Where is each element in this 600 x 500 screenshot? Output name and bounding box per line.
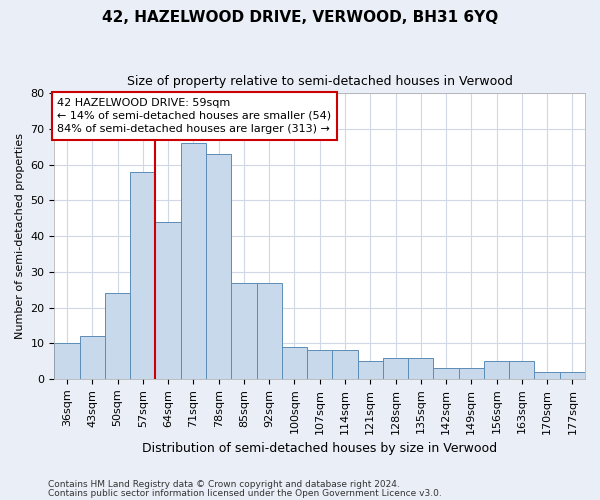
Bar [282,347,307,379]
Text: Contains HM Land Registry data © Crown copyright and database right 2024.: Contains HM Land Registry data © Crown c… [48,480,400,489]
Bar [206,154,231,379]
Bar [332,350,358,379]
Bar [433,368,458,379]
X-axis label: Distribution of semi-detached houses by size in Verwood: Distribution of semi-detached houses by … [142,442,497,455]
Bar [155,222,181,379]
Text: 42, HAZELWOOD DRIVE, VERWOOD, BH31 6YQ: 42, HAZELWOOD DRIVE, VERWOOD, BH31 6YQ [102,10,498,25]
Bar [383,358,408,379]
Text: 42 HAZELWOOD DRIVE: 59sqm
← 14% of semi-detached houses are smaller (54)
84% of : 42 HAZELWOOD DRIVE: 59sqm ← 14% of semi-… [57,98,331,134]
Bar [408,358,433,379]
Bar [358,361,383,379]
Bar [307,350,332,379]
Bar [458,368,484,379]
Bar [257,282,282,379]
Bar [231,282,257,379]
Bar [484,361,509,379]
Bar [80,336,105,379]
Bar [105,294,130,379]
Bar [55,343,80,379]
Bar [130,172,155,379]
Bar [181,144,206,379]
Bar [560,372,585,379]
Y-axis label: Number of semi-detached properties: Number of semi-detached properties [15,133,25,339]
Text: Contains public sector information licensed under the Open Government Licence v3: Contains public sector information licen… [48,489,442,498]
Bar [535,372,560,379]
Bar [509,361,535,379]
Title: Size of property relative to semi-detached houses in Verwood: Size of property relative to semi-detach… [127,75,512,88]
